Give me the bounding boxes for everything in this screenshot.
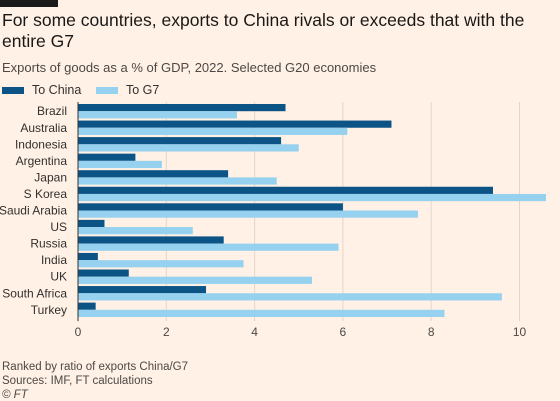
legend-swatch-to-china bbox=[2, 87, 24, 94]
legend-label-to-g7: To G7 bbox=[126, 83, 160, 97]
bar-to-china-uk bbox=[78, 269, 129, 277]
category-label-us: US bbox=[50, 220, 67, 234]
bar-to-china-india bbox=[78, 252, 98, 261]
category-label-turkey: Turkey bbox=[31, 303, 67, 317]
bar-to-g7-s-korea bbox=[78, 193, 546, 202]
bar-to-china-us bbox=[78, 219, 105, 228]
bar-to-g7-india bbox=[78, 260, 244, 268]
bar-to-g7-indonesia bbox=[78, 144, 299, 152]
category-label-india: India bbox=[41, 253, 67, 267]
x-tick-label-6: 6 bbox=[340, 325, 347, 339]
bar-to-g7-saudi-arabia bbox=[78, 210, 418, 218]
footer-sources: Sources: IMF, FT calculations bbox=[2, 375, 153, 387]
bar-to-china-japan bbox=[78, 170, 229, 178]
bar-to-china-s-korea bbox=[78, 186, 494, 194]
bar-to-china-south-africa bbox=[78, 286, 207, 294]
footer-note: Ranked by ratio of exports China/G7 bbox=[2, 361, 189, 373]
bar-to-china-australia bbox=[78, 120, 392, 128]
bar-to-china-russia bbox=[78, 236, 224, 244]
bar-to-g7-us bbox=[78, 227, 193, 235]
category-label-indonesia: Indonesia bbox=[15, 137, 67, 151]
bar-to-g7-argentina bbox=[78, 160, 162, 169]
category-label-japan: Japan bbox=[34, 170, 67, 184]
footer-credit: © FT bbox=[2, 389, 28, 401]
bar-to-china-turkey bbox=[78, 302, 96, 310]
bar-to-china-brazil bbox=[78, 104, 286, 112]
ft-top-bar bbox=[0, 0, 58, 7]
category-label-south-africa: South Africa bbox=[2, 286, 67, 300]
category-label-saudi-arabia: Saudi Arabia bbox=[0, 204, 67, 218]
category-label-russia: Russia bbox=[30, 237, 67, 251]
bar-to-g7-australia bbox=[78, 127, 348, 135]
x-tick-label-8: 8 bbox=[428, 325, 435, 339]
category-label-uk: UK bbox=[50, 270, 67, 284]
legend-label-to-china: To China bbox=[32, 83, 82, 97]
category-label-brazil: Brazil bbox=[37, 104, 67, 118]
bar-to-china-saudi-arabia bbox=[78, 203, 343, 211]
bar-to-g7-brazil bbox=[78, 111, 237, 119]
x-tick-label-10: 10 bbox=[513, 325, 527, 339]
category-label-s-korea: S Korea bbox=[24, 187, 68, 201]
category-label-argentina: Argentina bbox=[16, 154, 68, 168]
x-tick-label-4: 4 bbox=[251, 325, 258, 339]
bar-to-china-indonesia bbox=[78, 137, 282, 145]
chart-title: For some countries, exports to China riv… bbox=[2, 10, 525, 51]
legend-swatch-to-g7 bbox=[96, 87, 118, 94]
bar-to-china-argentina bbox=[78, 153, 136, 161]
bar-to-g7-south-africa bbox=[78, 293, 502, 301]
bar-to-g7-uk bbox=[78, 276, 312, 284]
chart-subtitle: Exports of goods as a % of GDP, 2022. Se… bbox=[2, 60, 377, 75]
x-tick-label-2: 2 bbox=[163, 325, 170, 339]
x-tick-label-0: 0 bbox=[75, 325, 82, 339]
category-label-australia: Australia bbox=[20, 121, 67, 135]
bar-to-g7-russia bbox=[78, 243, 339, 251]
bar-chart: Brazil Australia Indonesia Argentina Japan S … bbox=[0, 102, 546, 339]
bar-to-g7-turkey bbox=[78, 309, 445, 317]
bar-to-g7-japan bbox=[78, 177, 277, 185]
